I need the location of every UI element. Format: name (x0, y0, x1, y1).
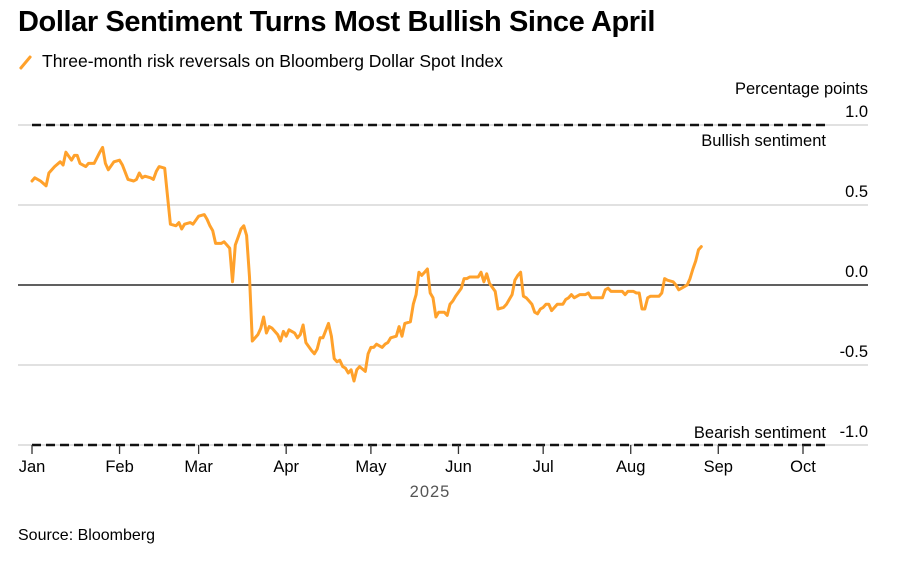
x-tick-label: Sep (704, 458, 733, 476)
x-axis-year-label: 2025 (410, 483, 451, 501)
bearish-label: Bearish sentiment (694, 424, 826, 442)
x-tick-label: Apr (273, 458, 299, 476)
x-tick-label: Jul (533, 458, 554, 476)
x-tick-label: Feb (105, 458, 133, 476)
y-tick-label: 0.0 (845, 263, 868, 281)
y-tick-labels: 1.0 0.5 0.0 -0.5 -1.0 (840, 103, 868, 441)
y-tick-label: -0.5 (840, 343, 868, 361)
y-tick-label: 0.5 (845, 183, 868, 201)
x-tick-label: Jun (445, 458, 472, 476)
chart-title: Dollar Sentiment Turns Most Bullish Sinc… (18, 6, 655, 38)
y-tick-label: -1.0 (840, 423, 868, 441)
x-tick-label: Jan (19, 458, 46, 476)
series-line (30, 145, 703, 383)
x-tick-label: May (355, 458, 387, 476)
legend: Three-month risk reversals on Bloomberg … (18, 51, 503, 72)
x-axis-ticks: Jan Feb Mar Apr May Jun Jul Aug Sep Oct (19, 445, 816, 476)
x-tick-label: Aug (616, 458, 645, 476)
y-tick-label: 1.0 (845, 103, 868, 121)
bullish-label: Bullish sentiment (701, 132, 826, 150)
sentiment-annotations: Bullish sentiment Bearish sentiment (32, 123, 826, 447)
y-axis-label: Percentage points (735, 80, 868, 98)
source-note: Source: Bloomberg (18, 527, 155, 544)
legend-label: Three-month risk reversals on Bloomberg … (42, 51, 504, 71)
x-tick-label: Mar (184, 458, 213, 476)
gridlines (18, 124, 868, 446)
x-tick-label: Oct (790, 458, 816, 476)
